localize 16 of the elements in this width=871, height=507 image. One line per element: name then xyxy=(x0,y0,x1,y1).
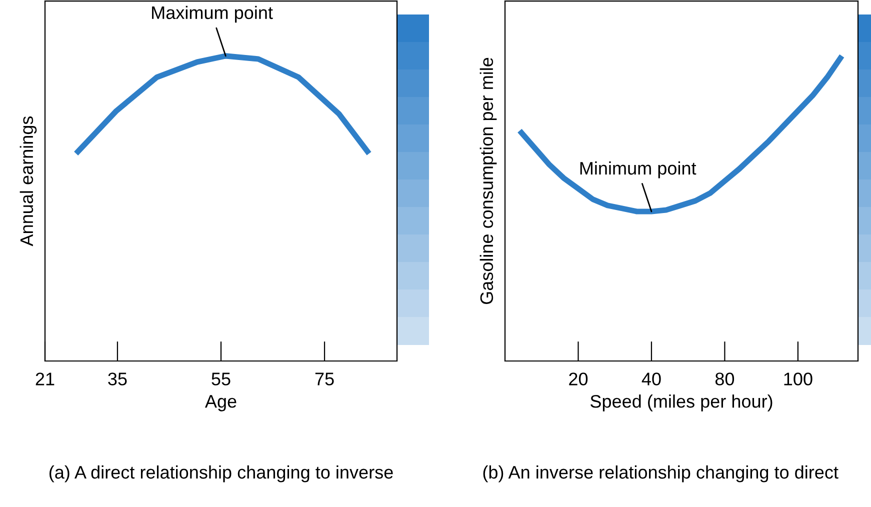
text: (a) A direct relationship changing to inverse xyxy=(50,465,393,482)
y-axis-title: Annual earnings xyxy=(20,116,37,246)
x-tick-label: 20 xyxy=(569,372,588,386)
x-tick-label: 40 xyxy=(642,372,661,386)
x-tick-label: 80 xyxy=(715,372,734,386)
x-tick-label: 100 xyxy=(784,372,812,386)
annotation: Minimum point xyxy=(580,161,696,178)
text: (b) An inverse relationship changing to direct xyxy=(483,465,838,482)
x-axis-title: Speed (miles per hour) xyxy=(590,394,772,412)
y-axis-title: Gasoline consumption per mile xyxy=(480,58,497,304)
x-tick-label: 35 xyxy=(108,372,127,386)
x-tick-label: 21 xyxy=(36,372,54,386)
x-tick-label: 75 xyxy=(315,372,334,386)
x-axis-title: Age xyxy=(204,395,236,412)
annotation: Maximum point xyxy=(152,6,273,23)
x-tick-label: 55 xyxy=(212,372,230,386)
